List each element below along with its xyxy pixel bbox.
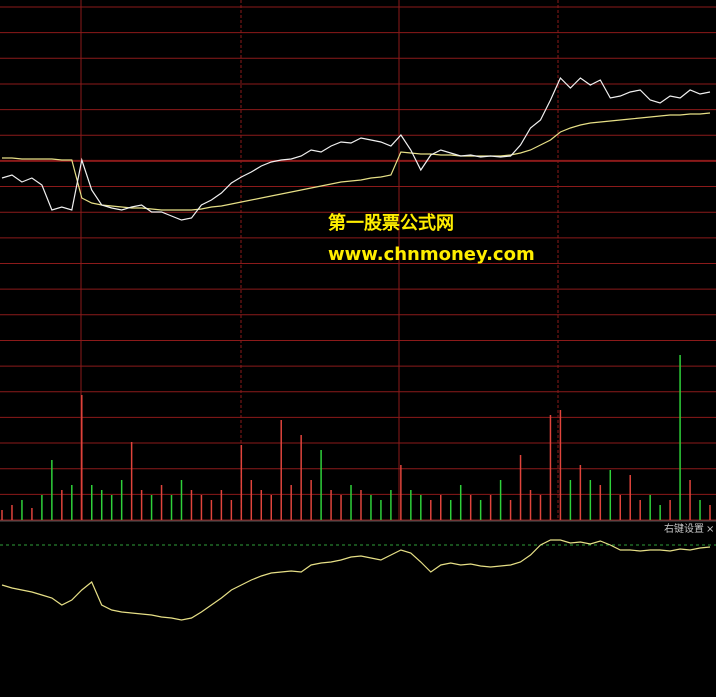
price-line — [1, 76, 711, 221]
average-line — [2, 112, 711, 211]
watermark-title: 第一股票公式网 — [328, 212, 454, 234]
close-button[interactable]: × — [706, 524, 714, 535]
indicator-line — [1, 539, 711, 621]
watermark-url: www.chnmoney.com — [328, 244, 535, 265]
grid — [0, 0, 716, 521]
settings-button[interactable]: 右键设置 — [664, 522, 704, 535]
